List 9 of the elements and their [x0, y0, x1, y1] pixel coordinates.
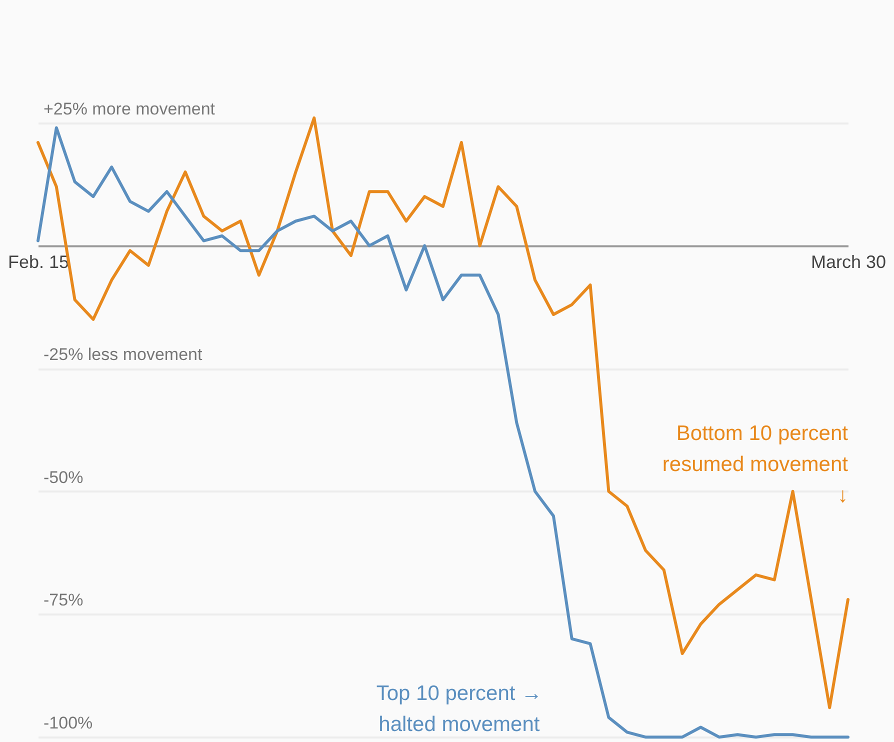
text: Top 10 percent → halted movement — [376, 682, 542, 736]
y-tick-label: -75% — [44, 590, 84, 610]
series-label: Bottom 10 percent resumed movement ↓ — [662, 422, 848, 508]
y-tick-label: -25% less movement — [44, 345, 203, 364]
y-tick-label: -50% — [44, 468, 84, 487]
y-tick-label: -100% — [44, 714, 93, 733]
y-tick-label: +25% more movement — [44, 99, 216, 118]
x-tick-label: Feb. 15 — [8, 252, 70, 272]
x-tick-label: March 30 — [810, 252, 886, 272]
